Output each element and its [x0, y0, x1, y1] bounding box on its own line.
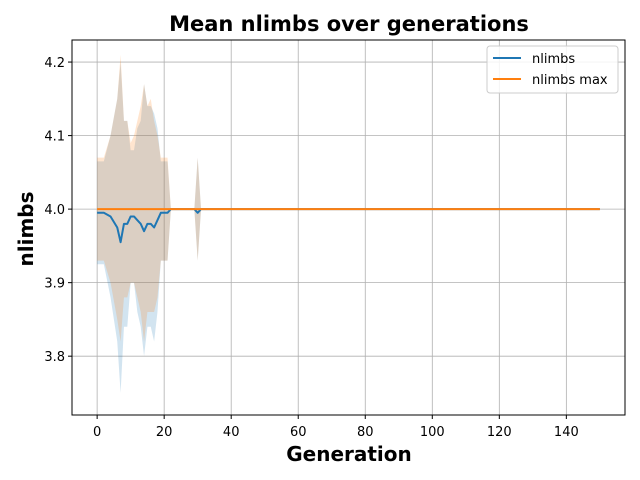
y-tick-label: 4.2: [44, 56, 65, 71]
x-axis-ticks: 0 20 40 60 80 100 120 140: [93, 415, 579, 440]
x-tick-label: 80: [357, 425, 374, 440]
legend-label-nlimbs: nlimbs: [532, 52, 575, 67]
y-tick-label: 4.0: [44, 203, 65, 218]
x-tick-label: 60: [290, 425, 307, 440]
series-lines: [97, 208, 600, 244]
x-tick-label: 40: [223, 425, 240, 440]
chart-title: Mean nlimbs over generations: [169, 12, 529, 36]
band-nlimbs-max: [97, 54, 600, 342]
legend: nlimbs nlimbs max: [486, 45, 619, 94]
x-tick-label: 20: [156, 425, 173, 440]
x-axis-label: Generation: [286, 442, 412, 466]
x-tick-label: 120: [487, 425, 512, 440]
y-tick-label: 3.8: [44, 350, 65, 365]
confidence-bands: [97, 54, 600, 393]
plot-frame: [71, 39, 626, 416]
x-tick-label: 100: [420, 425, 445, 440]
legend-label-nlimbs-max: nlimbs max: [532, 73, 608, 88]
y-tick-label: 3.9: [44, 277, 65, 292]
y-axis-ticks: 3.8 3.9 4.0 4.1 4.2: [44, 56, 72, 365]
x-tick-label: 140: [554, 425, 579, 440]
y-tick-label: 4.1: [44, 130, 65, 145]
x-tick-label: 0: [93, 425, 101, 440]
y-axis-label: nlimbs: [14, 191, 38, 266]
band-nlimbs: [97, 62, 600, 393]
